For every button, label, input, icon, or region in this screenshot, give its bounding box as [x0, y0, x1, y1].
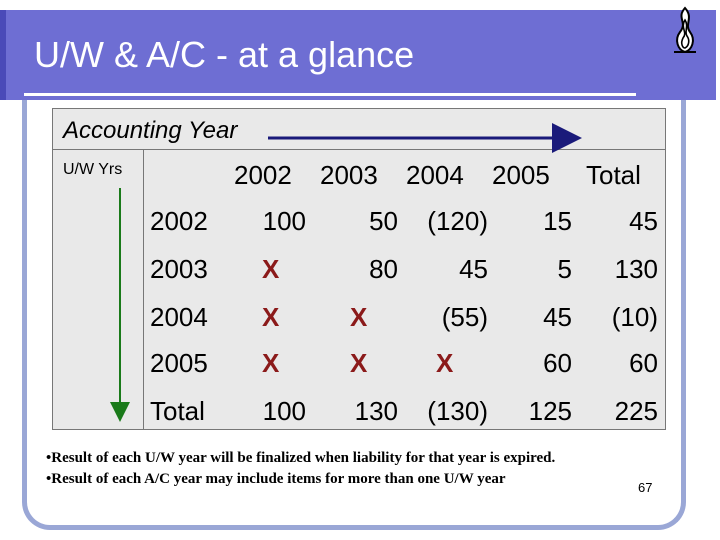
- title-underline: [24, 93, 636, 96]
- title-bar: U/W & A/C - at a glance: [0, 10, 716, 100]
- table-cell: 100: [262, 396, 306, 426]
- table-cell: 130: [614, 254, 658, 284]
- data-table: Accounting Year U/W Yrs: [52, 108, 666, 430]
- slide-frame: [22, 100, 686, 530]
- uw-years-label: U/W Yrs: [63, 161, 123, 178]
- x-mark: X: [350, 302, 368, 332]
- title-bar-accent: [0, 10, 6, 100]
- col-header-2005: 2005: [492, 160, 550, 190]
- row-year-2003: 2003: [150, 254, 208, 284]
- table-cell: (120): [427, 206, 488, 236]
- note-ac-year: •Result of each A/C year may include ite…: [46, 471, 506, 487]
- row-year-2004: 2004: [150, 302, 208, 332]
- x-mark: X: [262, 348, 280, 378]
- table-cell: 100: [262, 206, 306, 236]
- page-number: 67: [638, 480, 653, 495]
- row-year-2005: 2005: [150, 348, 208, 378]
- table-cell: 125: [528, 396, 572, 426]
- table-cell: 60: [543, 348, 572, 378]
- table-cell: 50: [369, 206, 398, 236]
- table-cell: 80: [369, 254, 398, 284]
- x-mark: X: [262, 254, 280, 284]
- col-header-2004: 2004: [406, 160, 464, 190]
- col-header-2003: 2003: [320, 160, 378, 190]
- table-cell: 45: [543, 302, 572, 332]
- table-cell: 45: [629, 206, 658, 236]
- accounting-year-label: Accounting Year: [63, 117, 238, 144]
- table-cell: (10): [611, 302, 658, 332]
- note-uw-year: •Result of each U/W year will be finaliz…: [46, 450, 556, 466]
- row-year-2002: 2002: [150, 206, 208, 236]
- x-mark: X: [436, 348, 454, 378]
- table-cell: (130): [427, 396, 488, 426]
- table-cell: (55): [441, 302, 488, 332]
- flame-emblem-icon: [674, 6, 696, 54]
- table-cell: 45: [459, 254, 488, 284]
- col-header-total: Total: [586, 160, 641, 190]
- table-cell: 60: [629, 348, 658, 378]
- table-cell: 130: [354, 396, 398, 426]
- row-year-total: Total: [150, 396, 205, 426]
- table-row-header-divider: [143, 149, 144, 429]
- col-header-2002: 2002: [234, 160, 292, 190]
- table-cell: 15: [543, 206, 572, 236]
- x-mark: X: [262, 302, 280, 332]
- x-mark: X: [350, 348, 368, 378]
- slide-title: U/W & A/C - at a glance: [34, 34, 415, 75]
- table-header-divider: [53, 149, 665, 150]
- table-cell: 5: [557, 254, 572, 284]
- table-cell: 225: [614, 396, 658, 426]
